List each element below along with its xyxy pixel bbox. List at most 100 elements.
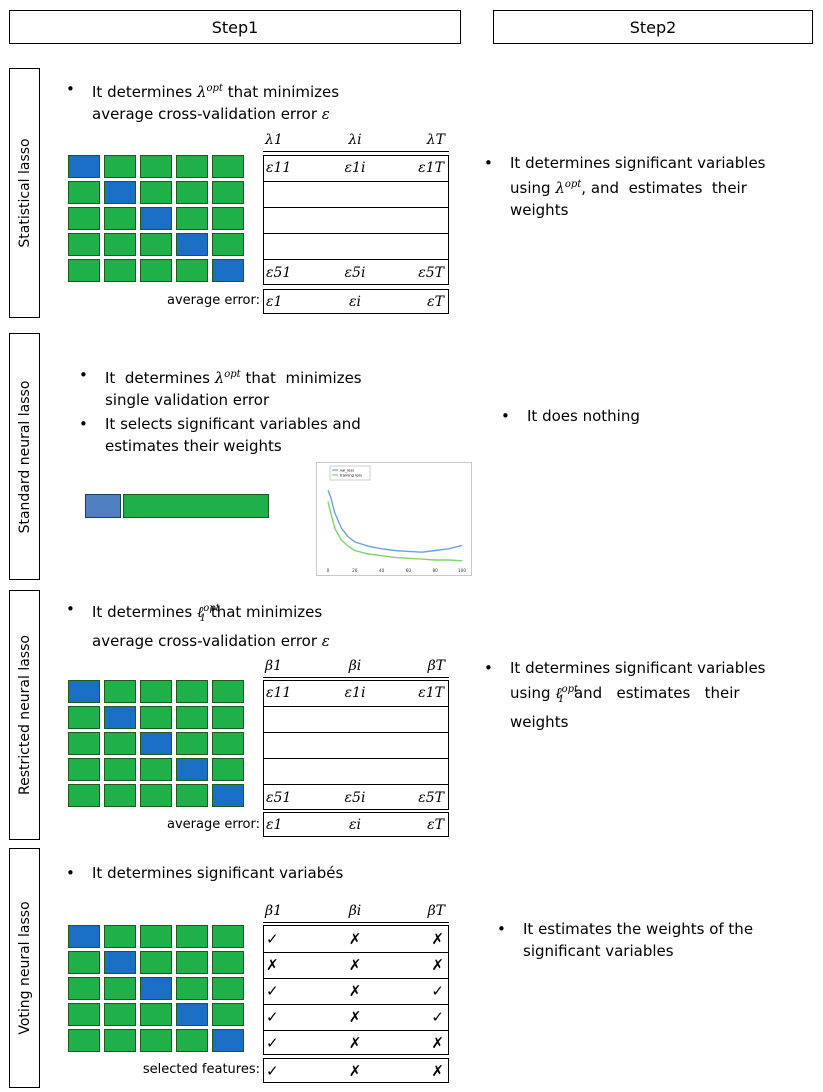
beta-header-box: β1 βi βT	[263, 655, 449, 678]
row-divider	[264, 784, 448, 785]
cross-icon: ✗	[348, 981, 362, 1000]
bullet-dot: •	[484, 154, 493, 172]
training-fold-cell	[212, 951, 244, 974]
vote-row: ✗ ✗ ✗	[264, 953, 448, 976]
average-error-label: average error:	[167, 817, 260, 832]
restricted-step2-text: • It determines significant variables us…	[484, 659, 766, 731]
row-divider	[264, 181, 448, 182]
training-fold-cell	[104, 732, 136, 755]
training-fold-cell	[212, 233, 244, 256]
legend-label: training loss	[340, 474, 362, 478]
validation-fold-cell	[140, 207, 172, 230]
voting-header-box: β1 βi βT	[263, 900, 449, 923]
vote-row: ✓ ✗ ✗	[264, 927, 448, 950]
training-fold-cell	[176, 706, 208, 729]
training-fold-cell	[104, 784, 136, 807]
training-fold-cell	[68, 977, 100, 1000]
training-fold-cell	[104, 233, 136, 256]
error-cell: ε1i	[344, 160, 366, 176]
training-fold-cell	[212, 1003, 244, 1026]
validation-fold-cell	[104, 706, 136, 729]
training-fold-cell	[68, 259, 100, 282]
x-tick-label: 60	[406, 568, 412, 573]
validation-fold-cell	[212, 259, 244, 282]
row-divider	[264, 758, 448, 759]
bullet-dot: •	[79, 415, 88, 433]
training-fold-cell	[104, 758, 136, 781]
bullet-dot: •	[79, 366, 88, 384]
training-fold-cell	[140, 706, 172, 729]
plot-legend-box	[329, 465, 371, 481]
validation-fold-cell	[68, 925, 100, 948]
training-fold-cell	[212, 207, 244, 230]
training-fold-cell	[140, 680, 172, 703]
selected-features-label: selected features:	[142, 1062, 260, 1077]
validation-fold-cell	[68, 155, 100, 178]
standard-step2-text: • It does nothing	[501, 407, 640, 425]
step1-title: Step1	[211, 17, 259, 37]
header-cell: λi	[348, 132, 362, 148]
training-fold-cell	[140, 259, 172, 282]
bullet-dot: •	[501, 407, 510, 425]
cross-icon: ✗	[348, 1007, 362, 1026]
error-cell: ε5T	[418, 265, 444, 281]
average-error-row-statistical: ε1 εi εT	[263, 289, 449, 314]
check-icon: ✓	[431, 981, 444, 1000]
training-fold-cell	[104, 680, 136, 703]
check-icon: ✓	[431, 1007, 444, 1026]
training-fold-cell	[104, 977, 136, 1000]
cross-icon: ✗	[431, 955, 444, 974]
vote-row: ✓ ✗ ✓	[264, 1005, 448, 1028]
statistical-lasso-label: Statistical lasso	[9, 68, 40, 318]
cross-icon: ✗	[348, 1033, 362, 1052]
error-table-statistical: ε11 ε1i ε1T ε51 ε5i ε5T	[263, 155, 449, 285]
average-error-row-restricted: ε1 εi εT	[263, 812, 449, 837]
training-fold-cell	[68, 758, 100, 781]
training-block	[123, 494, 269, 518]
training-fold-cell	[212, 758, 244, 781]
row-divider	[264, 706, 448, 707]
row-divider	[264, 207, 448, 208]
training-fold-cell	[140, 951, 172, 974]
training-fold-cell	[104, 1029, 136, 1052]
row-divider	[264, 259, 448, 260]
cross-icon: ✗	[431, 1033, 444, 1052]
row-divider	[264, 732, 448, 733]
training-fold-cell	[176, 181, 208, 204]
training-fold-cell	[68, 233, 100, 256]
voting-step2-text: • It estimates the weights of the signif…	[497, 920, 754, 960]
cross-icon: ✗	[431, 929, 444, 948]
training-fold-cell	[176, 925, 208, 948]
check-icon: ✓	[266, 981, 279, 1000]
statistical-step1-line2: average cross-validation error ε	[92, 105, 330, 123]
error-cell: ε11	[266, 160, 292, 176]
validation-fold-cell	[104, 951, 136, 974]
bullet-dot: •	[484, 659, 493, 677]
training-fold-cell	[140, 925, 172, 948]
training-fold-cell	[176, 1029, 208, 1052]
training-fold-cell	[176, 680, 208, 703]
validation-split-bar	[85, 494, 269, 518]
check-icon: ✓	[266, 929, 279, 948]
training-fold-cell	[176, 732, 208, 755]
x-tick-label: 80	[433, 568, 439, 573]
step2-header: Step2	[493, 10, 813, 44]
standard-step1-text-2: • It selects significant variables and e…	[79, 415, 361, 455]
restricted-lasso-label: Restricted neural lasso	[9, 590, 40, 840]
cross-icon: ✗	[348, 955, 362, 974]
vote-row: ✓ ✗ ✗	[264, 1031, 448, 1054]
training-fold-cell	[104, 207, 136, 230]
training-fold-cell	[140, 1003, 172, 1026]
x-tick-label: 40	[379, 568, 385, 573]
vote-row: ✓ ✗ ✓	[264, 979, 448, 1002]
training-fold-cell	[140, 181, 172, 204]
row-divider	[264, 952, 448, 953]
bullet-dot: •	[66, 600, 75, 618]
error-cell: ε1T	[418, 160, 444, 176]
cross-icon: ✗	[348, 929, 362, 948]
step2-title: Step2	[629, 17, 677, 37]
cv-fold-grid-restricted	[68, 680, 248, 810]
row-divider	[264, 1004, 448, 1005]
validation-fold-cell	[212, 784, 244, 807]
validation-fold-cell	[68, 680, 100, 703]
